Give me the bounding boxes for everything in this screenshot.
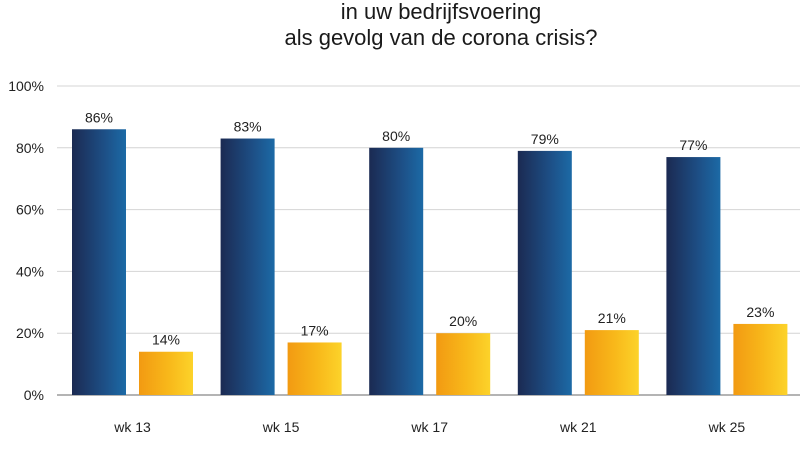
y-tick-label: 20% — [16, 325, 44, 341]
bar — [436, 333, 491, 395]
y-tick-label: 40% — [16, 263, 44, 279]
x-axis: wk 13 wk 15 wk 17 wk 21 wk 25 — [113, 419, 745, 435]
y-tick-label: 100% — [8, 78, 44, 94]
bar — [220, 138, 275, 395]
chart-title-line-2: als gevolg van de corona crisis? — [284, 25, 597, 50]
bar — [584, 330, 639, 395]
y-tick-label: 60% — [16, 202, 44, 218]
x-tick-label: wk 13 — [113, 419, 151, 435]
chart-title-line-1: in uw bedrijfsvoering — [341, 0, 542, 24]
bar — [287, 342, 342, 395]
x-tick-label: wk 25 — [708, 419, 746, 435]
y-axis: 0% 20% 40% 60% 80% 100% — [8, 78, 44, 403]
bar — [733, 323, 788, 395]
bar — [72, 129, 126, 395]
bar — [517, 150, 572, 395]
bar — [666, 157, 721, 395]
data-label: 21% — [598, 310, 626, 326]
y-tick-label: 80% — [16, 140, 44, 156]
data-label: 86% — [85, 109, 113, 125]
data-label: 17% — [301, 322, 329, 338]
bars — [72, 129, 788, 395]
data-label: 20% — [449, 313, 477, 329]
data-label: 79% — [531, 131, 559, 147]
bar — [369, 147, 424, 395]
data-label: 23% — [746, 304, 774, 320]
x-tick-label: wk 21 — [559, 419, 597, 435]
data-labels: 86% 14% 83% 17% 80% 20% 79% 21% 77% 23% — [85, 109, 774, 347]
x-tick-label: wk 17 — [410, 419, 448, 435]
y-tick-label: 0% — [24, 387, 44, 403]
data-label: 77% — [679, 137, 707, 153]
data-label: 83% — [234, 119, 262, 135]
data-label: 14% — [152, 332, 180, 348]
x-tick-label: wk 15 — [262, 419, 300, 435]
bar — [139, 351, 193, 395]
data-label: 80% — [382, 128, 410, 144]
